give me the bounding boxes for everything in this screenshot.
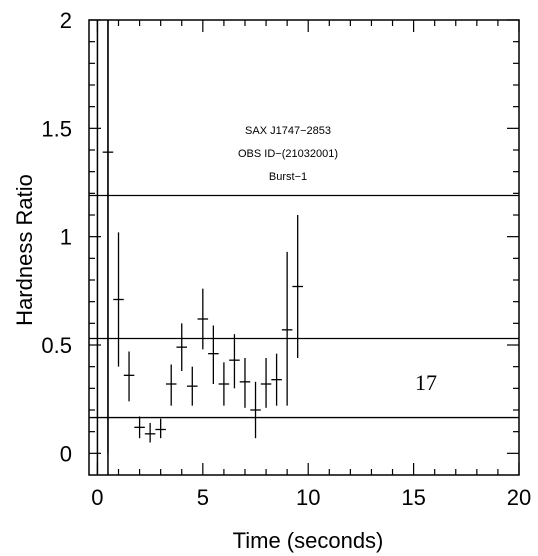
- tick-labels: 0 5 10 15 20 0 0.5 1 1.5 2: [41, 8, 531, 510]
- data-point: [281, 251, 293, 406]
- data-point: [113, 232, 124, 367]
- x-tick-label: 10: [296, 485, 320, 510]
- plot-frame: [88, 19, 520, 476]
- x-tick-label: 0: [91, 485, 103, 510]
- panel-label: 17: [415, 370, 437, 395]
- x-tick-label: 20: [507, 485, 531, 510]
- y-tick-label: 1.5: [41, 116, 72, 141]
- data-point: [123, 351, 135, 402]
- data-point: [155, 418, 166, 439]
- reference-lines: [89, 20, 519, 475]
- data-point: [176, 323, 188, 371]
- data-point: [260, 358, 272, 408]
- data-point: [229, 334, 240, 389]
- axis-ticks: [89, 19, 520, 475]
- data-point: [187, 366, 198, 406]
- x-tick-label: 5: [197, 485, 209, 510]
- data-point: [208, 325, 219, 384]
- x-tick-label: 15: [401, 485, 425, 510]
- data-points: [102, 20, 303, 454]
- annotation-source: SAX J1747−2853: [245, 125, 331, 137]
- data-point: [239, 358, 251, 408]
- data-point: [250, 381, 261, 439]
- data-point: [218, 362, 230, 406]
- data-point: [271, 353, 282, 406]
- data-point: [197, 288, 209, 350]
- annotation-obsid: OBS ID−(21032001): [238, 148, 338, 160]
- y-tick-label: 0: [60, 441, 72, 466]
- data-point: [102, 20, 114, 454]
- annotation-burst: Burst−1: [269, 171, 307, 183]
- y-tick-label: 2: [60, 8, 72, 33]
- data-point: [134, 416, 145, 439]
- data-point: [292, 215, 303, 358]
- y-tick-label: 1: [60, 225, 72, 250]
- x-axis-label: Time (seconds): [233, 528, 384, 553]
- data-point: [144, 423, 156, 443]
- y-tick-label: 0.5: [41, 333, 72, 358]
- y-axis-label: Hardness Ratio: [12, 174, 37, 326]
- data-point: [165, 364, 177, 406]
